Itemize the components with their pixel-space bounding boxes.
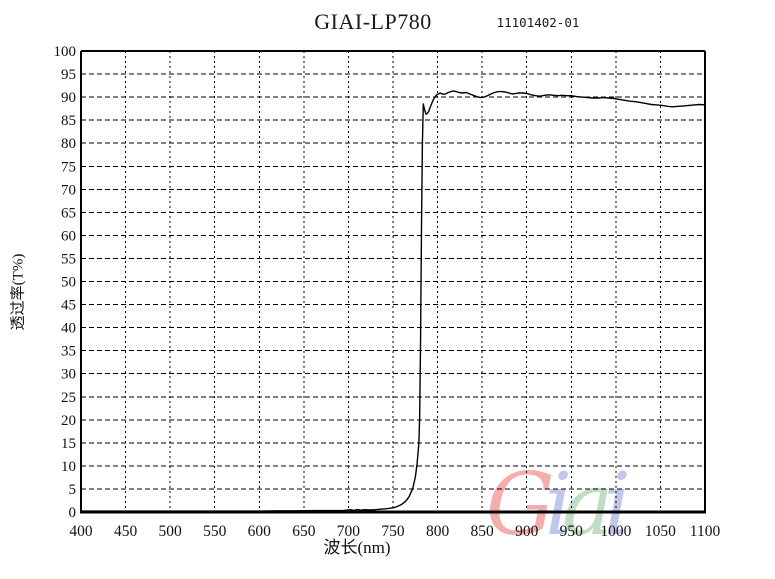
y-axis-label: 透过率(T%) xyxy=(10,253,27,331)
x-tick-label: 550 xyxy=(203,523,227,540)
transmittance-curve xyxy=(81,90,706,512)
y-tick-label: 80 xyxy=(61,136,76,152)
x-axis-label: 波长(nm) xyxy=(323,538,391,557)
y-tick-label: 20 xyxy=(61,413,76,429)
x-tick-label: 600 xyxy=(248,523,272,540)
y-tick-label: 10 xyxy=(61,459,76,475)
x-tick-label: 750 xyxy=(381,523,405,540)
x-tick-label: 450 xyxy=(114,523,138,540)
x-tick-label: 1100 xyxy=(690,523,721,540)
y-tick-label: 45 xyxy=(61,298,76,314)
y-tick-label: 100 xyxy=(54,44,77,60)
y-tick-label: 35 xyxy=(61,344,76,360)
y-tick-label: 55 xyxy=(61,251,76,267)
y-tick-label: 50 xyxy=(61,275,76,291)
x-tick-label: 950 xyxy=(560,523,584,540)
x-tick-label: 1000 xyxy=(600,523,631,540)
y-tick-label: 65 xyxy=(61,205,76,221)
y-tick-label: 0 xyxy=(69,505,77,521)
y-tick-label: 90 xyxy=(61,90,76,106)
x-tick-label: 850 xyxy=(471,523,495,540)
y-tick-label: 70 xyxy=(61,182,76,198)
x-tick-label: 900 xyxy=(515,523,539,540)
x-tick-label: 800 xyxy=(426,523,450,540)
x-tick-label: 650 xyxy=(292,523,316,540)
x-tick-label: 700 xyxy=(337,523,361,540)
y-tick-label: 30 xyxy=(61,367,76,383)
y-tick-label: 60 xyxy=(61,228,76,244)
watermark-letter: G xyxy=(486,455,555,555)
y-tick-label: 5 xyxy=(69,482,77,498)
serial-number: 11101402-01 xyxy=(496,15,580,30)
y-tick-label: 15 xyxy=(61,436,76,452)
x-tick-label: 1050 xyxy=(645,523,676,540)
y-tick-label: 85 xyxy=(61,113,76,129)
y-tick-label: 40 xyxy=(61,321,76,337)
x-tick-label: 500 xyxy=(159,523,183,540)
y-tick-label: 75 xyxy=(61,159,76,175)
y-tick-label: 95 xyxy=(61,67,76,83)
x-tick-label: 400 xyxy=(69,523,93,540)
y-tick-label: 25 xyxy=(61,390,76,406)
chart-title: GIAI-LP780 xyxy=(314,9,432,34)
